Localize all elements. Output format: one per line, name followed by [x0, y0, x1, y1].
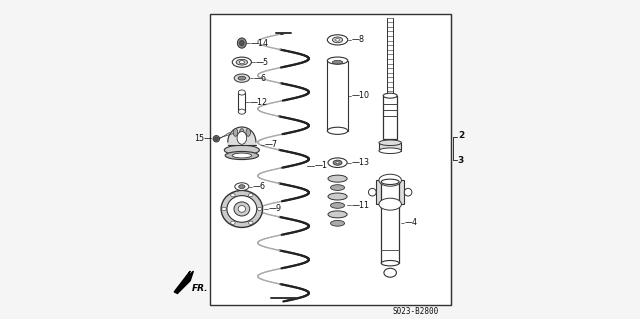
Text: —6: —6	[253, 74, 267, 83]
Ellipse shape	[213, 136, 220, 142]
Ellipse shape	[221, 190, 262, 227]
Text: —6: —6	[253, 182, 266, 191]
Ellipse shape	[257, 207, 262, 211]
Bar	[327, 61, 348, 131]
Ellipse shape	[234, 202, 250, 216]
Ellipse shape	[234, 74, 250, 82]
Ellipse shape	[248, 194, 253, 197]
Text: —10: —10	[352, 91, 370, 100]
Ellipse shape	[232, 57, 252, 67]
Ellipse shape	[222, 207, 227, 211]
Text: —4: —4	[404, 218, 418, 227]
Ellipse shape	[239, 41, 244, 46]
Text: S023-B2800: S023-B2800	[392, 308, 439, 316]
Ellipse shape	[369, 188, 376, 196]
Ellipse shape	[330, 220, 344, 226]
Ellipse shape	[246, 129, 250, 136]
Ellipse shape	[238, 76, 246, 80]
Ellipse shape	[237, 131, 246, 144]
Ellipse shape	[336, 162, 339, 164]
Polygon shape	[228, 127, 256, 145]
Ellipse shape	[227, 196, 257, 222]
Ellipse shape	[239, 61, 244, 64]
Ellipse shape	[237, 38, 246, 48]
Ellipse shape	[384, 268, 396, 277]
Text: FR.: FR.	[192, 284, 208, 293]
Ellipse shape	[328, 175, 347, 182]
Bar	[238, 93, 245, 112]
Ellipse shape	[327, 57, 348, 64]
Text: —5: —5	[255, 58, 269, 67]
Ellipse shape	[379, 148, 401, 153]
Ellipse shape	[230, 221, 235, 224]
Bar	[210, 14, 451, 305]
Ellipse shape	[235, 183, 249, 190]
Ellipse shape	[383, 93, 397, 98]
Ellipse shape	[404, 188, 412, 196]
Ellipse shape	[248, 221, 253, 224]
Text: —12: —12	[250, 98, 268, 107]
Bar	[376, 180, 404, 204]
Ellipse shape	[328, 211, 347, 218]
Ellipse shape	[332, 37, 342, 43]
Bar	[379, 143, 401, 151]
Ellipse shape	[328, 193, 347, 200]
Ellipse shape	[215, 137, 218, 140]
Ellipse shape	[330, 203, 344, 208]
Ellipse shape	[379, 174, 401, 186]
Ellipse shape	[233, 129, 237, 136]
Bar	[383, 96, 397, 139]
Ellipse shape	[225, 152, 259, 160]
Text: 2: 2	[458, 131, 464, 140]
Ellipse shape	[239, 129, 244, 136]
Ellipse shape	[238, 206, 246, 212]
Text: 15—: 15—	[194, 134, 212, 143]
Ellipse shape	[379, 198, 401, 210]
Ellipse shape	[379, 140, 401, 145]
Polygon shape	[174, 271, 193, 293]
Ellipse shape	[335, 39, 339, 41]
Ellipse shape	[238, 109, 245, 114]
Ellipse shape	[332, 60, 342, 64]
Text: —1: —1	[314, 161, 327, 170]
Ellipse shape	[239, 185, 245, 189]
Text: —9: —9	[268, 204, 282, 213]
Ellipse shape	[238, 90, 245, 95]
Ellipse shape	[236, 59, 248, 65]
Ellipse shape	[328, 158, 347, 167]
Text: 3: 3	[458, 156, 464, 165]
Ellipse shape	[327, 35, 348, 45]
Ellipse shape	[327, 127, 348, 134]
Ellipse shape	[330, 185, 344, 190]
Ellipse shape	[333, 160, 342, 165]
Text: —11: —11	[351, 201, 369, 210]
Ellipse shape	[230, 194, 235, 197]
Ellipse shape	[381, 179, 399, 184]
Text: —13: —13	[351, 158, 369, 167]
Ellipse shape	[224, 145, 259, 155]
Ellipse shape	[232, 153, 252, 158]
Bar	[381, 182, 399, 263]
Text: —8: —8	[352, 35, 365, 44]
Ellipse shape	[381, 261, 399, 266]
Text: —7: —7	[265, 140, 278, 149]
Text: —14: —14	[250, 39, 268, 48]
